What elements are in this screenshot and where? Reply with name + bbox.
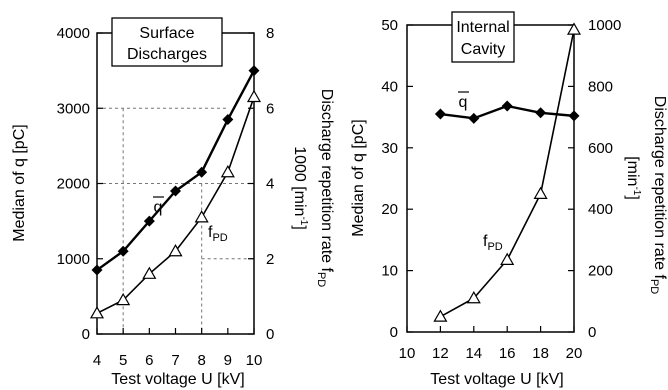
chart-title-line-2: Cavity xyxy=(461,41,505,58)
y2-tick-label: 1000 xyxy=(588,17,621,34)
x-tick-label: 20 xyxy=(566,345,583,362)
y-tick-label: 4000 xyxy=(57,25,90,42)
data-point-q xyxy=(117,245,129,257)
y-tick-label: 10 xyxy=(381,263,398,280)
y2-tick-label: 400 xyxy=(588,201,613,218)
series-markers xyxy=(433,22,582,322)
chart-surface-discharges: Surface Discharges 0 1000 2000 3000 4000 0 2 4… xyxy=(11,17,335,388)
y-axis-ticks: 0 1000 2000 3000 4000 xyxy=(57,25,103,343)
data-point-q xyxy=(568,110,580,122)
y2-tick-label: 2 xyxy=(266,251,274,268)
y-tick-label: 30 xyxy=(381,140,398,157)
y2-tick-label: 0 xyxy=(588,324,596,341)
data-point-fpd xyxy=(142,266,157,279)
data-point-q xyxy=(468,112,480,124)
y-tick-label: 0 xyxy=(390,324,398,341)
y-tick-label: 3000 xyxy=(57,100,90,117)
x-tick-label: 18 xyxy=(532,345,549,362)
series-label-q: q xyxy=(154,199,163,216)
x-tick-label: 8 xyxy=(197,352,205,369)
x-axis-ticks: 4 5 6 7 8 9 10 xyxy=(93,328,263,369)
data-point-fpd xyxy=(194,210,209,223)
data-point-q xyxy=(170,185,181,197)
chart-title-line-2: Discharges xyxy=(127,46,207,63)
series-lines xyxy=(440,29,575,318)
y-tick-label: 0 xyxy=(82,326,90,343)
y2-tick-label: 200 xyxy=(588,263,613,280)
data-point-fpd xyxy=(89,306,105,319)
series-line-fpd xyxy=(96,96,255,315)
data-point-fpd xyxy=(116,292,131,306)
x-tick-label: 9 xyxy=(224,352,232,369)
series-line-fpd xyxy=(440,29,575,318)
y2-axis-ticks: 0 200 400 600 800 1000 xyxy=(568,17,621,341)
data-point-fpd xyxy=(246,89,262,103)
x-tick-label: 5 xyxy=(119,352,127,369)
x-tick-label: 16 xyxy=(499,345,516,362)
series-markers xyxy=(89,65,262,319)
title-box xyxy=(451,11,515,63)
title-box xyxy=(111,17,223,67)
y-tick-label: 1000 xyxy=(57,251,90,268)
x-tick-label: 4 xyxy=(93,352,101,369)
data-point-fpd xyxy=(466,291,481,304)
data-point-fpd xyxy=(433,309,448,322)
y2-axis-label: Discharge repetition rate fPD xyxy=(315,89,335,288)
data-point-fpd xyxy=(533,186,548,199)
x-axis-label: Test voltage U [kV] xyxy=(111,371,244,388)
series-label-q: q xyxy=(459,94,468,111)
y-tick-label: 20 xyxy=(381,201,398,218)
y-tick-label: 50 xyxy=(381,17,398,34)
y2-tick-label: 0 xyxy=(266,326,274,343)
y2-tick-label: 8 xyxy=(266,25,274,42)
data-point-q xyxy=(434,108,446,120)
y-tick-label: 40 xyxy=(381,78,398,95)
x-tick-label: 10 xyxy=(246,352,263,369)
data-point-fpd xyxy=(168,244,183,257)
x-tick-label: 7 xyxy=(171,352,179,369)
y2-tick-label: 600 xyxy=(588,140,613,157)
y2-axis-label-unit: 1000 [min-1] xyxy=(291,146,309,230)
data-point-fpd xyxy=(220,165,235,178)
data-point-q xyxy=(143,215,155,227)
data-point-q xyxy=(196,166,208,178)
y2-tick-label: 800 xyxy=(588,78,613,95)
y2-axis-label-unit: [min-1] xyxy=(624,156,642,200)
data-point-q xyxy=(501,100,513,112)
y2-tick-label: 4 xyxy=(266,176,274,193)
y2-tick-label: 6 xyxy=(266,100,274,117)
y-tick-label: 2000 xyxy=(57,176,90,193)
series-label-fpd: fPD xyxy=(208,224,228,244)
y-axis-label: Median of q [pC] xyxy=(11,124,28,241)
y-axis-label: Median of q [pC] xyxy=(350,119,367,236)
data-point-fpd xyxy=(500,252,515,265)
x-axis-label: Test voltage U [kV] xyxy=(430,371,563,388)
data-point-q xyxy=(535,107,547,119)
x-axis-ticks: 10 12 14 16 18 20 xyxy=(399,326,583,362)
series-label-fpd: fPD xyxy=(483,233,503,253)
data-point-q xyxy=(91,264,103,276)
x-tick-label: 10 xyxy=(399,345,416,362)
x-tick-label: 14 xyxy=(465,345,482,362)
y2-axis-label: Discharge repetition rate fPD xyxy=(648,96,668,295)
x-tick-label: 6 xyxy=(145,352,153,369)
y-axis-ticks: 0 10 20 30 40 50 xyxy=(381,17,413,341)
chart-title-line-1: Internal xyxy=(456,19,509,36)
data-point-q xyxy=(222,114,234,126)
y2-axis-ticks: 0 2 4 6 8 xyxy=(248,25,274,343)
data-point-q xyxy=(248,65,260,77)
chart-title-line-1: Surface xyxy=(139,25,194,42)
data-point-fpd xyxy=(566,22,582,35)
plot-frame xyxy=(406,24,575,333)
x-tick-label: 12 xyxy=(432,345,449,362)
